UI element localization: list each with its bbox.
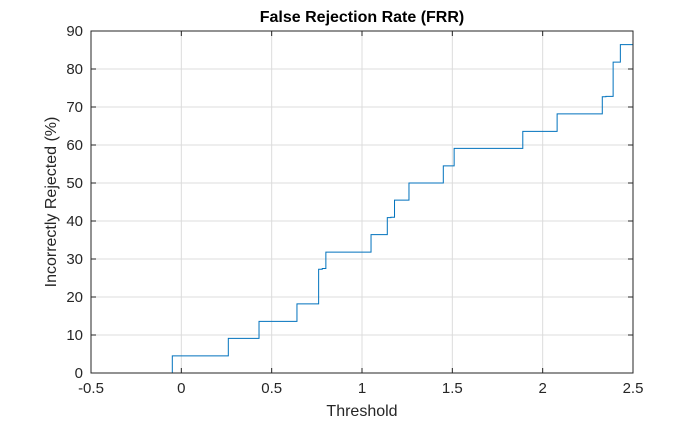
x-tick-label: 1 <box>358 380 366 397</box>
x-tick-label: -0.5 <box>78 380 104 397</box>
y-tick-label: 40 <box>66 213 83 230</box>
y-tick-label: 90 <box>66 23 83 40</box>
x-tick-label: 1.5 <box>442 380 463 397</box>
y-axis-label: Incorrectly Rejected (%) <box>43 117 60 288</box>
y-tick-label: 70 <box>66 99 83 116</box>
y-tick-label: 60 <box>66 137 83 154</box>
y-tick-label: 0 <box>75 365 83 382</box>
y-tick-label: 80 <box>66 61 83 78</box>
chart-title: False Rejection Rate (FRR) <box>260 9 464 26</box>
series-layer <box>91 44 633 374</box>
y-tick-label: 10 <box>66 327 83 344</box>
frr-series-line <box>91 44 633 374</box>
x-tick-label: 2 <box>538 380 546 397</box>
x-tick-label: 0.5 <box>261 380 282 397</box>
grid <box>91 31 633 373</box>
x-tick-label: 0 <box>177 380 185 397</box>
y-tick-label: 50 <box>66 175 83 192</box>
y-tick-label: 20 <box>66 289 83 306</box>
x-axis-label: Threshold <box>326 403 397 420</box>
y-tick-label: 30 <box>66 251 83 268</box>
x-tick-label: 2.5 <box>623 380 644 397</box>
